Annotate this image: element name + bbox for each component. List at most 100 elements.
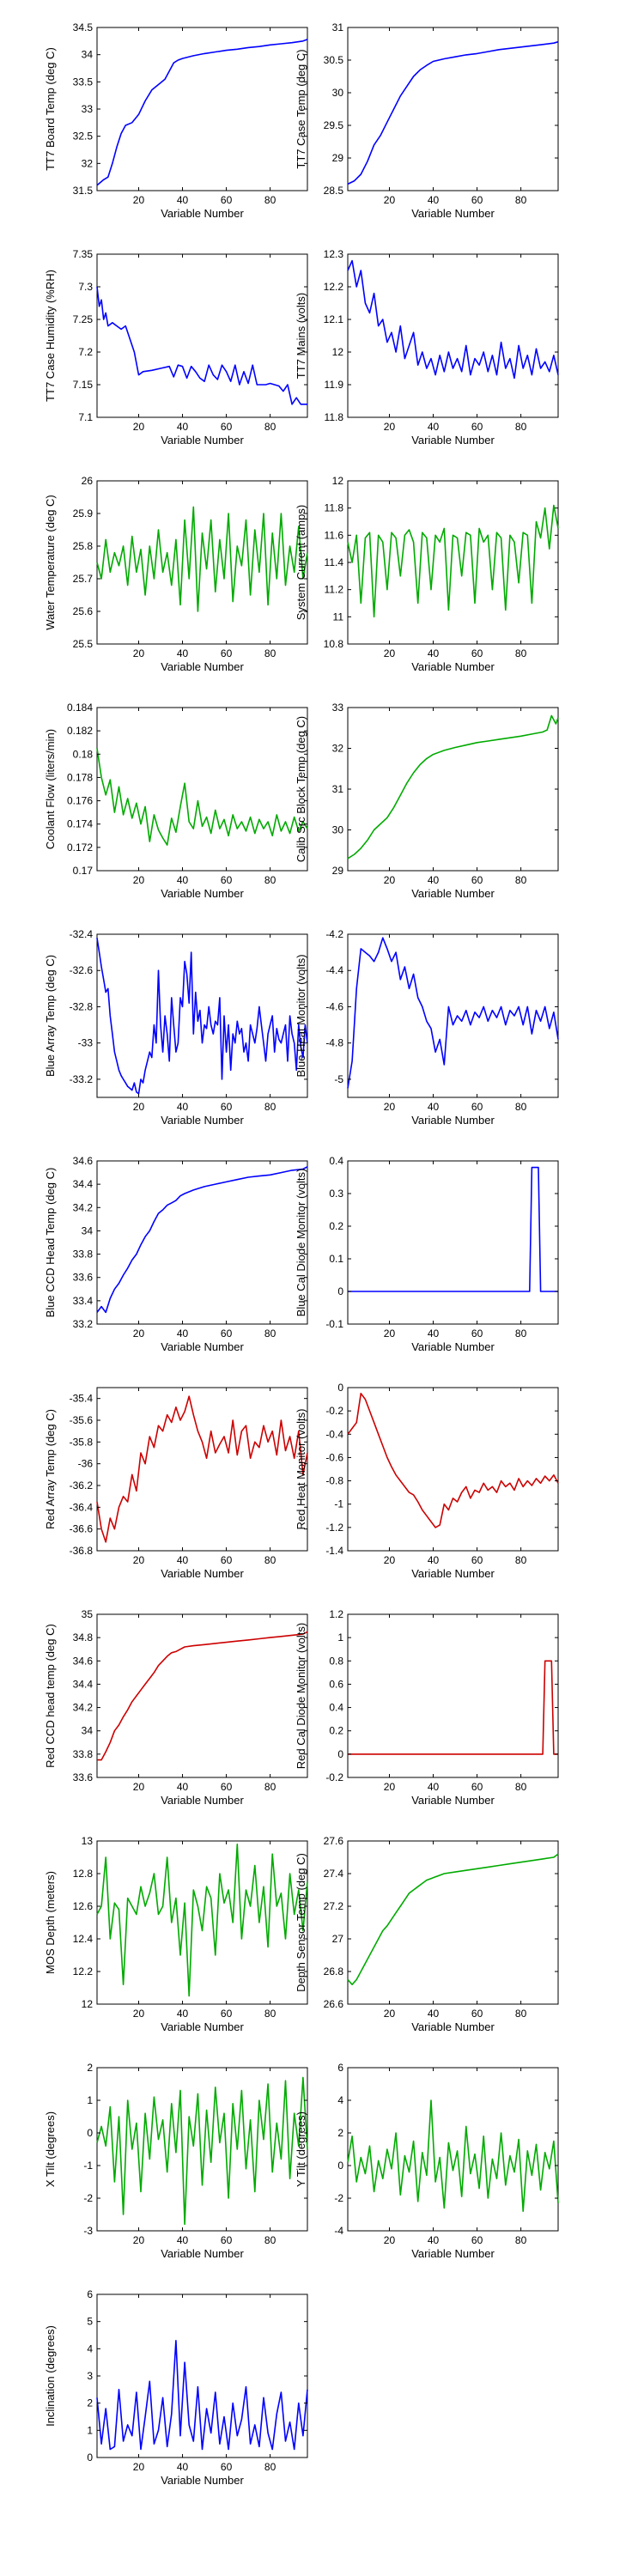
y-tick-label: 7.35: [73, 248, 94, 260]
chart-panel: 20 40 60 80 29 30 31 32 33 Variable Number Calib S…: [295, 702, 559, 900]
y-axis-label: Red Array Temp (deg C): [44, 1409, 57, 1529]
y-tick-label: 0.18: [73, 748, 94, 760]
y-axis-label: Blue CCD Head Temp (deg C): [44, 1168, 57, 1318]
y-tick-label: 0.3: [329, 1188, 343, 1200]
y-tick-label: 32: [332, 743, 344, 755]
x-tick-label: 40: [177, 1554, 189, 1566]
plot-area: [347, 1840, 559, 2005]
y-tick-label: 1: [87, 2424, 93, 2436]
plot-area: [347, 253, 559, 418]
x-tick-label: 80: [264, 2234, 276, 2246]
chart-panel: 20 40 60 80 25.5 25.6 25.7 25.8 25.9 26 Variable N…: [44, 475, 308, 673]
y-tick-label: -32.8: [70, 1000, 94, 1012]
plot-area: [347, 1160, 559, 1325]
y-tick-label: 34: [82, 1224, 94, 1236]
x-tick-label: 40: [428, 874, 440, 886]
chart-panel: 20 40 60 80 0 1 2 3 4 5 6 Variable Number Inclinatio…: [44, 2288, 308, 2487]
plot-area: [96, 1387, 308, 1552]
y-tick-label: 34.2: [73, 1702, 94, 1714]
x-tick-label: 20: [384, 2008, 396, 2020]
y-tick-label: 0: [87, 2451, 93, 2464]
chart-panel: 20 40 60 80 -36.8 -36.6 -36.4 -36.2 -36 -35.8 -35.…: [44, 1387, 308, 1580]
y-tick-label: 33: [82, 103, 94, 115]
y-tick-label: 1: [87, 2094, 93, 2106]
y-tick-label: 34.4: [73, 1178, 94, 1190]
y-tick-label: 11: [333, 611, 344, 623]
series-line: [348, 1660, 558, 1755]
x-tick-label: 40: [428, 421, 440, 433]
y-tick-label: 0.2: [329, 1725, 343, 1737]
y-tick-label: 34: [82, 1725, 94, 1737]
y-axis-label: TT7 Board Temp (deg C): [44, 47, 57, 171]
y-tick-label: 1: [337, 1631, 343, 1643]
x-tick-label: 20: [384, 1101, 396, 1113]
y-tick-label: 4: [87, 2342, 93, 2354]
x-tick-label: 80: [515, 874, 527, 886]
plot-area: [347, 2067, 559, 2232]
x-axis-label: Variable Number: [161, 660, 244, 673]
plot-area: [96, 27, 308, 191]
x-tick-label: 80: [264, 647, 276, 659]
y-tick-label: -2: [334, 2192, 343, 2204]
y-tick-label: 33.4: [73, 1295, 94, 1307]
y-tick-label: 11.6: [325, 529, 344, 541]
x-tick-label: 40: [177, 1781, 189, 1793]
y-tick-label: 12.3: [324, 248, 344, 260]
y-tick-label: 0: [337, 2160, 343, 2172]
chart-panel: 20 40 60 80 -0.2 0 0.2 0.4 0.6 0.8 1 1.2 Variable Nu…: [295, 1608, 559, 1807]
x-tick-label: 80: [515, 194, 527, 206]
plot-area: [96, 480, 308, 645]
series-line: [347, 1853, 559, 1985]
series-line: [348, 1166, 558, 1292]
y-tick-label: 31: [332, 783, 344, 795]
y-axis-label: X Tilt (degrees): [44, 2111, 57, 2187]
series-line: [96, 2076, 308, 2226]
y-tick-label: 0: [337, 1285, 343, 1297]
x-tick-label: 20: [133, 1781, 145, 1793]
x-tick-label: 20: [384, 421, 396, 433]
y-tick-label: 34.2: [73, 1201, 94, 1213]
chart-panel: 20 40 60 80 -5 -4.8 -4.6 -4.4 -4.2 Variable Numbe…: [295, 928, 559, 1127]
x-tick-label: 80: [515, 1101, 527, 1113]
y-tick-label: 0: [337, 1382, 343, 1394]
x-tick-label: 80: [515, 1554, 527, 1566]
x-tick-label: 60: [221, 2461, 233, 2473]
y-tick-label: 3: [87, 2370, 93, 2382]
y-tick-label: 12: [332, 346, 344, 358]
x-tick-label: 20: [133, 194, 145, 206]
series-line: [96, 39, 308, 186]
y-tick-label: -36.8: [70, 1545, 94, 1557]
x-tick-label: 20: [133, 874, 145, 886]
y-tick-label: -1.4: [325, 1545, 343, 1557]
plot-area: [96, 707, 308, 872]
series-line: [96, 1395, 308, 1543]
y-tick-label: -0.6: [325, 1451, 343, 1463]
y-tick-label: 0.8: [329, 1655, 343, 1667]
y-tick-label: -33: [78, 1037, 94, 1049]
x-axis-label: Variable Number: [161, 1567, 244, 1580]
x-tick-label: 40: [177, 2008, 189, 2020]
y-tick-label: -0.2: [325, 1771, 343, 1783]
y-tick-label: 25.5: [73, 638, 94, 650]
x-axis-label: Variable Number: [411, 207, 495, 220]
x-axis-label: Variable Number: [411, 1567, 495, 1580]
y-tick-label: 4: [337, 2094, 343, 2106]
y-tick-label: -4.8: [325, 1037, 343, 1049]
y-tick-label: 27.6: [324, 1835, 344, 1847]
plot-area: [347, 707, 559, 872]
y-tick-label: -4: [334, 2225, 343, 2237]
series-line: [96, 938, 308, 1095]
x-axis-label: Variable Number: [161, 1114, 244, 1127]
y-axis-label: Inclination (degrees): [44, 2325, 57, 2427]
y-axis-label: Red CCD head temp (deg C): [44, 1624, 57, 1768]
x-tick-label: 40: [177, 1327, 189, 1340]
chart-panel: 20 40 60 80 28.5 29 29.5 30 30.5 31 Variable Numbe…: [295, 21, 559, 220]
y-tick-label: 33.8: [73, 1249, 94, 1261]
x-tick-label: 20: [384, 1781, 396, 1793]
y-tick-label: 33: [332, 702, 344, 714]
series-line: [347, 259, 559, 380]
y-tick-label: 0.182: [67, 725, 93, 737]
x-tick-label: 20: [384, 647, 396, 659]
x-tick-label: 60: [471, 647, 483, 659]
x-tick-label: 20: [384, 1327, 396, 1340]
